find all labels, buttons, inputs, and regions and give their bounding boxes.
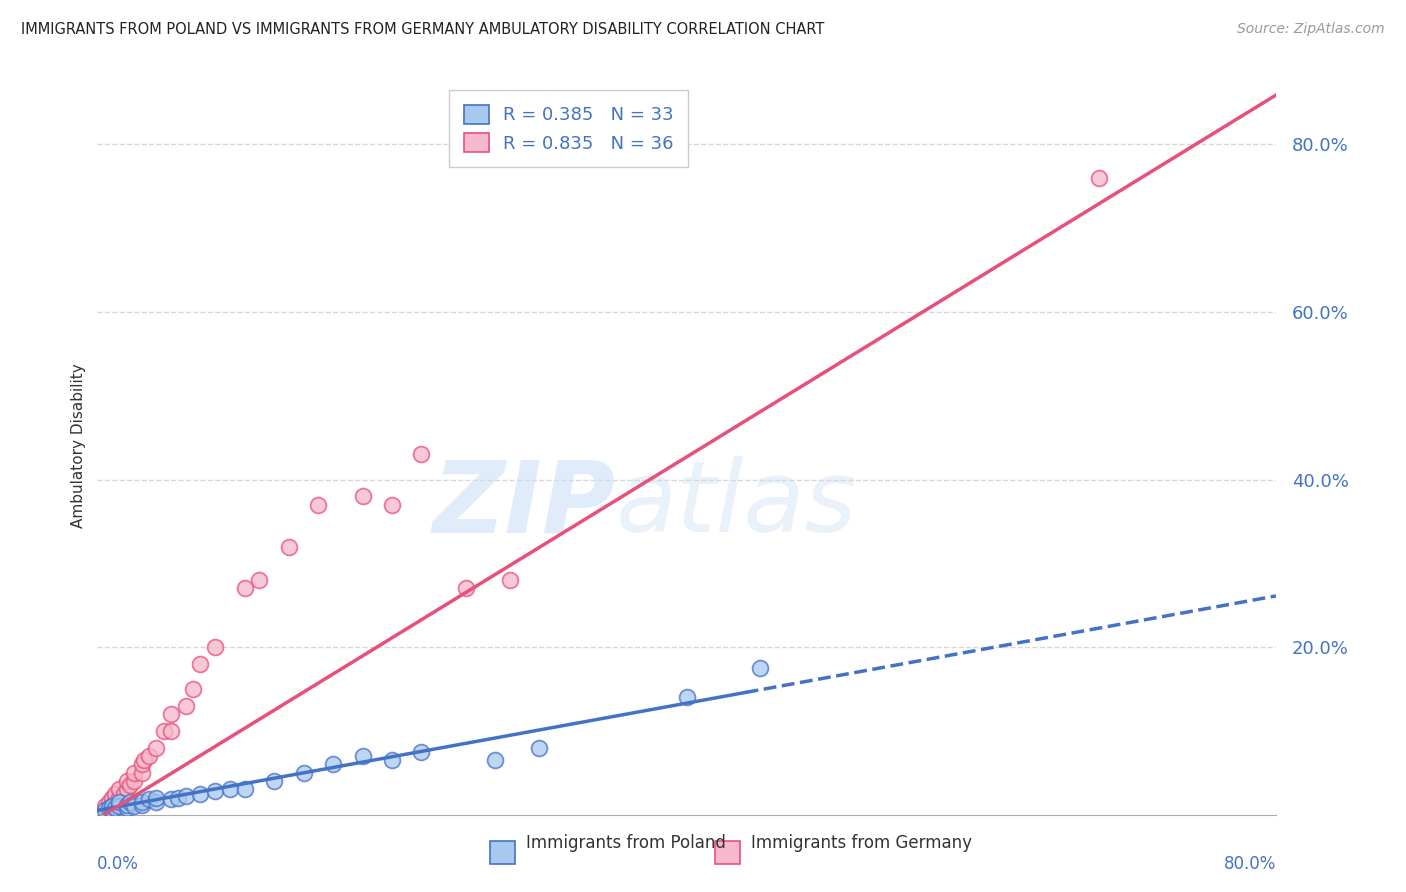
Point <box>174 789 197 804</box>
Point <box>115 782 138 797</box>
Point <box>160 792 183 806</box>
Point <box>204 640 226 654</box>
Text: 80.0%: 80.0% <box>1223 855 1277 872</box>
Text: Source: ZipAtlas.com: Source: ZipAtlas.com <box>1237 22 1385 37</box>
Text: 0.0%: 0.0% <box>97 855 139 872</box>
Point <box>381 753 404 767</box>
Point <box>411 447 433 461</box>
Point <box>101 790 124 805</box>
Point <box>118 795 141 809</box>
Point <box>152 723 174 738</box>
Y-axis label: Ambulatory Disability: Ambulatory Disability <box>72 364 86 528</box>
Point <box>98 801 121 815</box>
Point <box>115 801 138 815</box>
Point <box>101 803 124 817</box>
Point <box>101 799 124 814</box>
Point <box>499 573 522 587</box>
Point <box>322 757 344 772</box>
FancyBboxPatch shape <box>489 841 515 863</box>
Text: Immigrants from Poland: Immigrants from Poland <box>526 834 727 852</box>
Point <box>263 774 285 789</box>
Point <box>115 774 138 789</box>
Point <box>145 740 167 755</box>
Point <box>131 765 153 780</box>
Point <box>138 748 160 763</box>
Point <box>145 795 167 809</box>
Point <box>352 748 374 763</box>
Text: atlas: atlas <box>616 457 858 553</box>
Legend: R = 0.385   N = 33, R = 0.835   N = 36: R = 0.385 N = 33, R = 0.835 N = 36 <box>449 90 689 167</box>
Text: IMMIGRANTS FROM POLAND VS IMMIGRANTS FROM GERMANY AMBULATORY DISABILITY CORRELAT: IMMIGRANTS FROM POLAND VS IMMIGRANTS FRO… <box>21 22 824 37</box>
Point <box>108 795 131 809</box>
Point <box>101 799 124 814</box>
Point <box>131 757 153 772</box>
Point <box>122 774 145 789</box>
Point <box>104 795 127 809</box>
Point <box>104 787 127 801</box>
FancyBboxPatch shape <box>714 841 740 863</box>
Point <box>93 803 115 817</box>
Point <box>160 723 183 738</box>
Point <box>484 753 506 767</box>
Point <box>190 787 212 801</box>
Text: Immigrants from Germany: Immigrants from Germany <box>751 834 973 852</box>
Point <box>108 782 131 797</box>
Point <box>93 799 115 814</box>
Point <box>167 790 190 805</box>
Point <box>131 795 153 809</box>
Point <box>219 782 242 797</box>
Point <box>112 787 135 801</box>
Point <box>131 797 153 812</box>
Point <box>108 790 131 805</box>
Point <box>145 790 167 805</box>
Point <box>454 582 477 596</box>
Point <box>98 795 121 809</box>
Point <box>749 661 772 675</box>
Point <box>122 765 145 780</box>
Point <box>381 498 404 512</box>
Point <box>529 740 551 755</box>
Point <box>138 792 160 806</box>
Text: ZIP: ZIP <box>433 457 616 553</box>
Point <box>411 745 433 759</box>
Point <box>160 706 183 721</box>
Point <box>134 753 156 767</box>
Point <box>115 797 138 812</box>
Point <box>122 799 145 814</box>
Point <box>118 778 141 792</box>
Point <box>190 657 212 671</box>
Point <box>174 698 197 713</box>
Point <box>204 784 226 798</box>
Point <box>1088 171 1111 186</box>
Point <box>104 801 127 815</box>
Point <box>292 765 315 780</box>
Point <box>249 573 271 587</box>
Point <box>108 799 131 814</box>
Point <box>233 782 256 797</box>
Point <box>277 540 299 554</box>
Point <box>352 489 374 503</box>
Point <box>181 681 204 696</box>
Point <box>233 582 256 596</box>
Point <box>307 498 329 512</box>
Point <box>675 690 697 705</box>
